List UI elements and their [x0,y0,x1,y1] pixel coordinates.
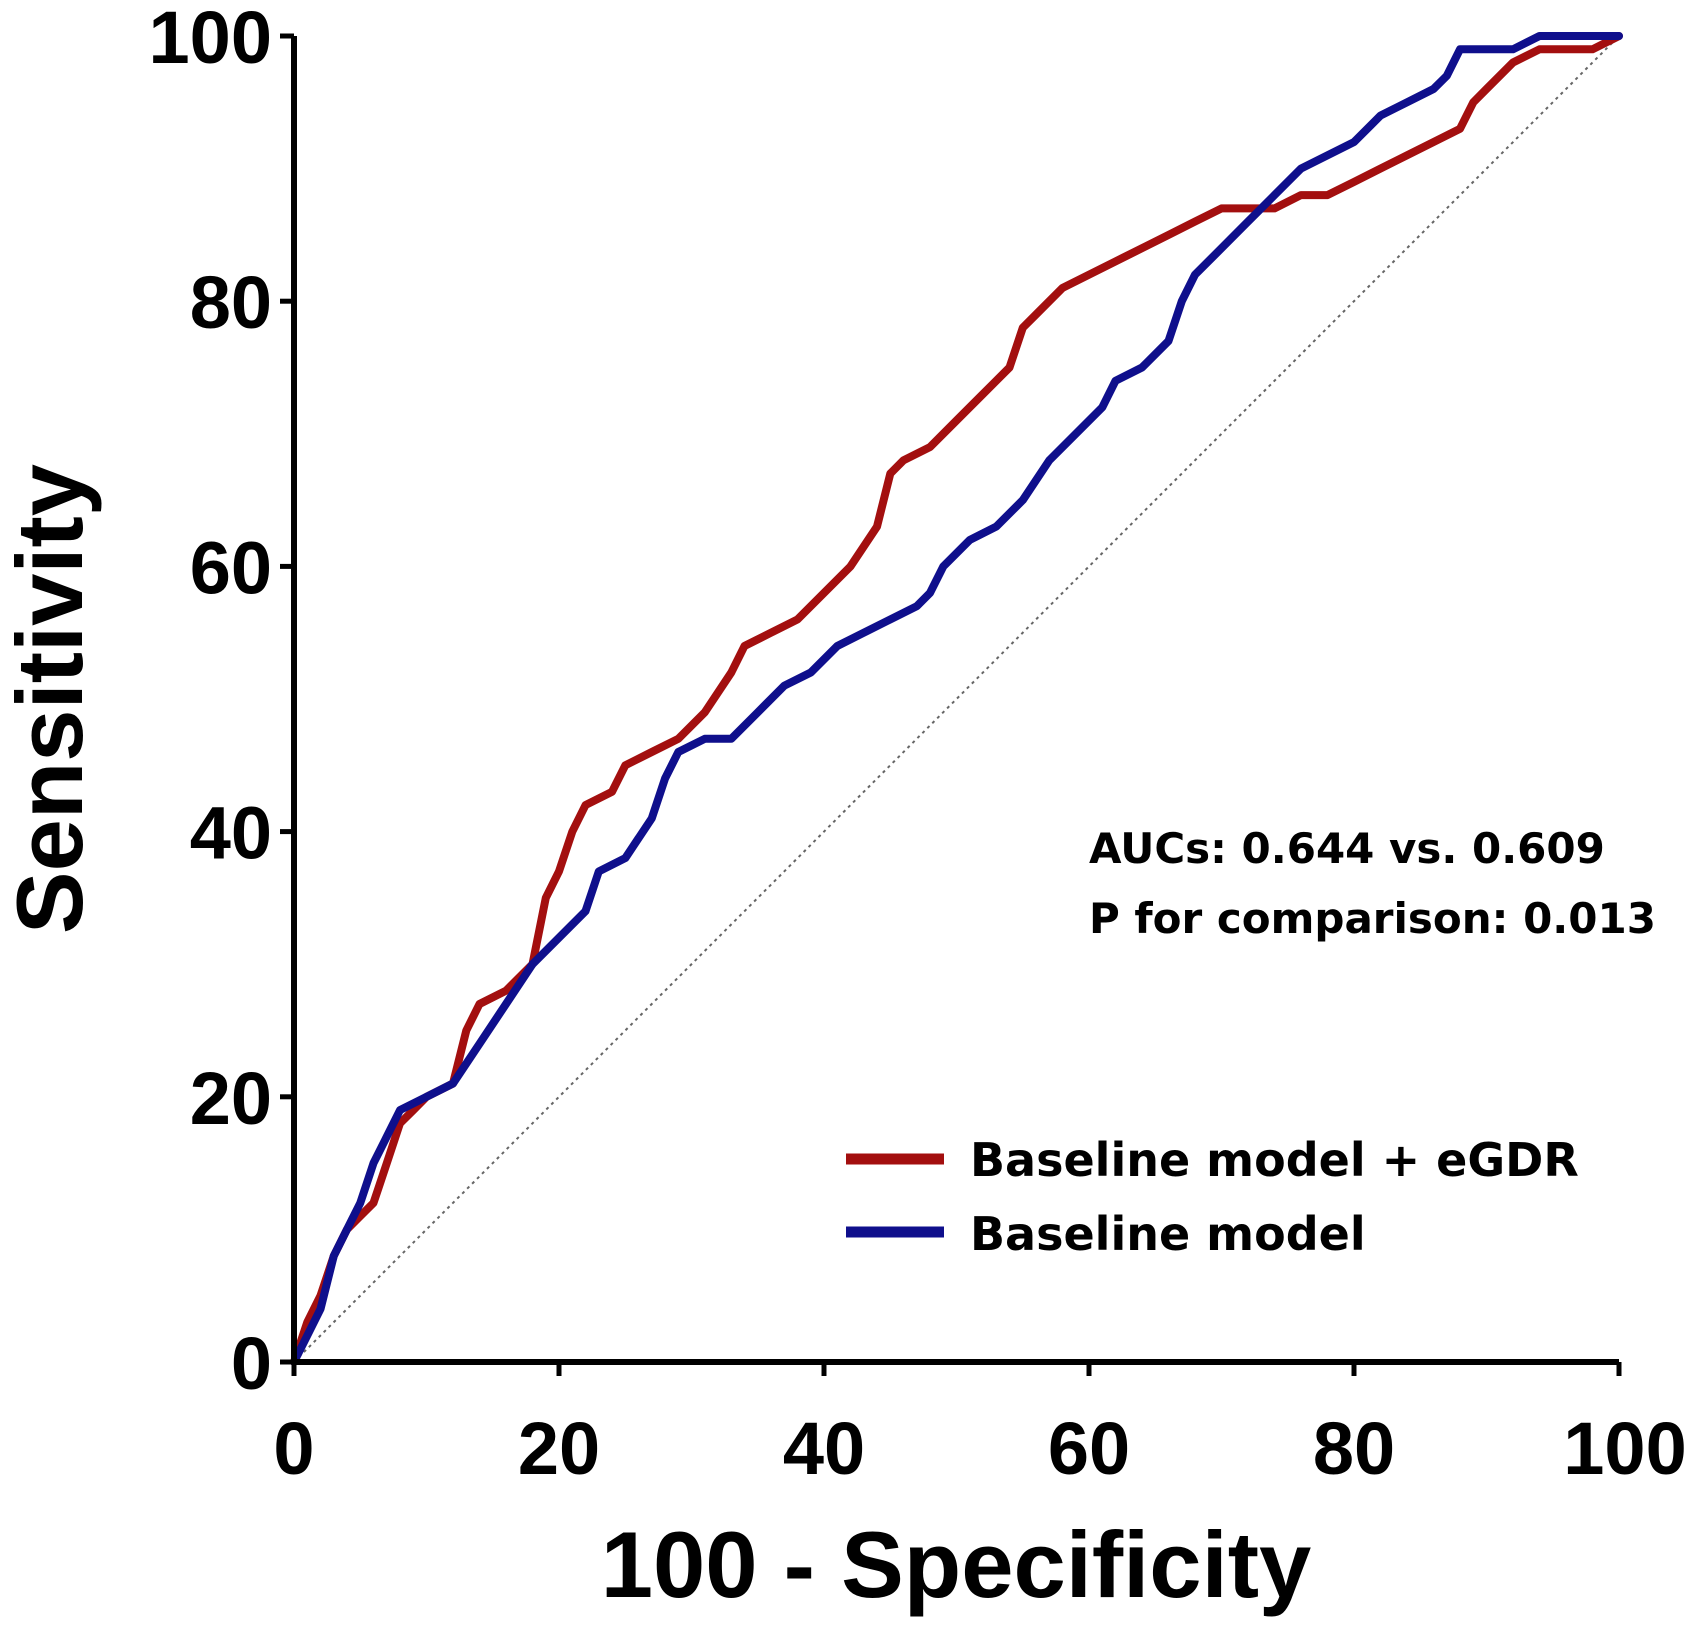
x-tick-label: 0 [273,1407,314,1490]
x-tick-label: 40 [783,1407,865,1490]
legend-label-egdr: Baseline model + eGDR [970,1133,1579,1187]
axes [291,36,1619,1365]
chance-reference-line [293,35,1620,1363]
p-value-annotation: P for comparison: 0.013 [1089,894,1656,943]
y-tick-label: 20 [190,1057,272,1140]
x-tick-label: 80 [1313,1407,1395,1490]
x-axis-title: 100 - Specificity [601,1512,1312,1617]
legend: Baseline model + eGDR Baseline model [846,1133,1579,1261]
y-tick-label: 80 [190,261,272,344]
legend-label-baseline: Baseline model [970,1207,1366,1261]
auc-annotation: AUCs: 0.644 vs. 0.609 [1089,824,1605,873]
ticks: 0 20 40 60 80 100 0 20 40 60 80 100 [149,0,1687,1490]
y-tick-label: 100 [149,0,272,79]
x-tick-label: 60 [1048,1407,1130,1490]
y-tick-label: 40 [190,792,272,875]
x-tick-label: 100 [1563,1407,1686,1490]
y-tick-label: 0 [231,1322,272,1405]
y-tick-label: 60 [190,526,272,609]
x-tick-label: 20 [518,1407,600,1490]
roc-curve-baseline [290,32,1623,1366]
y-axis-title: Sensitivity [0,464,102,934]
plot-area [290,32,1623,1366]
